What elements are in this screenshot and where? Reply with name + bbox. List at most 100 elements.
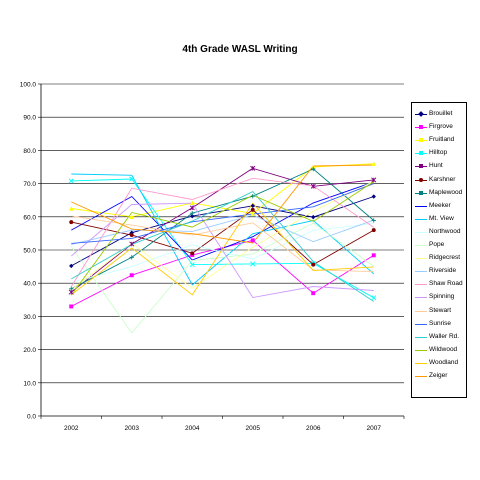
legend-label: Spinning [429,293,455,301]
legend-item: Spinning [412,291,468,304]
data-point [129,214,134,219]
series-line-northwood [71,222,374,283]
legend-item: Mt. View [412,213,468,226]
legend-marker [419,125,423,130]
data-point [311,214,316,220]
y-tick-label: 40.0 [23,281,36,288]
y-tick-label: 0.0 [27,414,36,421]
legend-item: Maplewood [412,187,468,200]
legend-label: Stewart [429,306,452,314]
legend-label: Hunt [429,162,443,170]
legend-label: Firgrove [429,123,453,131]
data-point [311,291,316,296]
legend-swatch [415,284,427,286]
series-line-zeiger [71,164,374,244]
legend-label: Riverside [429,267,457,275]
data-point [68,178,74,184]
y-tick-label: 60.0 [23,214,36,221]
legend-item: Northwood [412,226,468,239]
series-line-ridgecrest [71,180,374,291]
legend-swatch [415,205,427,207]
legend-item: Ridgecrest [412,252,468,265]
x-tick-label: 2004 [185,425,200,432]
data-point [250,165,256,171]
legend-item: Karshner [412,174,468,187]
series-line-hunt [71,167,374,293]
data-point [129,230,134,235]
data-point [69,286,74,292]
data-point [190,213,195,219]
legend-label: Ridgecrest [429,254,461,262]
data-point [129,176,135,182]
x-tick-label: 2002 [64,425,79,432]
data-point [129,273,134,278]
data-point [129,241,135,247]
data-point [371,194,376,199]
data-point [189,205,195,211]
legend-item: Woodland [412,357,468,370]
legend-label: Fruitland [429,136,455,144]
x-tick-label: 2007 [367,425,382,432]
legend-label: Maplewood [429,188,463,196]
data-point [311,166,316,172]
data-point [250,194,255,199]
legend-marker [419,164,423,169]
x-tick-labels: 2002 2003 2004 2005 2006 2007 [64,425,381,432]
chart-legend: Brouillet Firgrove Fruitland Hilltop Hunt Kar… [411,102,467,398]
legend-item: Firgrove [412,121,468,134]
legend-label: Sunrise [429,319,452,327]
data-point [190,200,195,206]
legend-marker [419,151,423,156]
legend-item: Brouillet [412,108,468,121]
data-point [250,238,255,243]
series-line-maplewood [71,168,375,290]
legend-swatch [415,336,427,338]
legend-swatch [415,218,427,220]
data-point [129,255,134,260]
data-point [250,261,256,267]
legend-swatch [415,349,427,351]
data-point [189,262,195,268]
chart-title: 4th Grade WASL Writing [182,44,298,55]
legend-item: Hunt [412,160,468,173]
series-markers [68,161,377,309]
legend-item: Hilltop [412,147,468,160]
legend-label: Woodland [429,358,459,366]
data-point [69,206,74,211]
legend-item: Pope [412,239,468,252]
series-line-stewart [71,215,374,273]
data-point [69,304,74,309]
series-lines [70,163,375,334]
axes [38,83,405,419]
gridlines [41,83,404,384]
legend-swatch [415,245,427,246]
x-tick-label: 2003 [125,425,140,432]
y-tick-label: 80.0 [23,148,36,155]
series-line-hilltop [71,178,375,299]
y-tick-label: 90.0 [23,115,36,122]
series-line-fruitland [71,163,374,218]
legend-item: Wildwood [412,344,468,357]
y-tick-label: 30.0 [23,314,36,321]
legend-item: Waller Rd. [412,331,468,344]
x-tick-label: 2006 [306,425,321,432]
series-line-shaw-road [70,177,375,287]
legend-marker [418,111,424,117]
series-line-woodland [71,202,374,296]
legend-item: Sunrise [412,318,468,331]
data-point [371,218,376,223]
series-line-waller-rd [71,191,375,302]
legend-marker [419,138,423,143]
series-line-riverside [71,214,374,245]
data-point [69,220,74,225]
series-line-spinning [71,202,374,298]
legend-label: Northwood [429,227,461,235]
legend-item: Shaw Road [412,278,468,291]
series-line-wildwood [70,181,375,296]
data-point [371,177,377,183]
legend-label: Shaw Road [429,280,463,288]
y-tick-label: 50.0 [23,248,36,255]
legend-item: Stewart [412,305,468,318]
data-point [129,233,134,238]
y-tick-label: 20.0 [23,347,36,354]
